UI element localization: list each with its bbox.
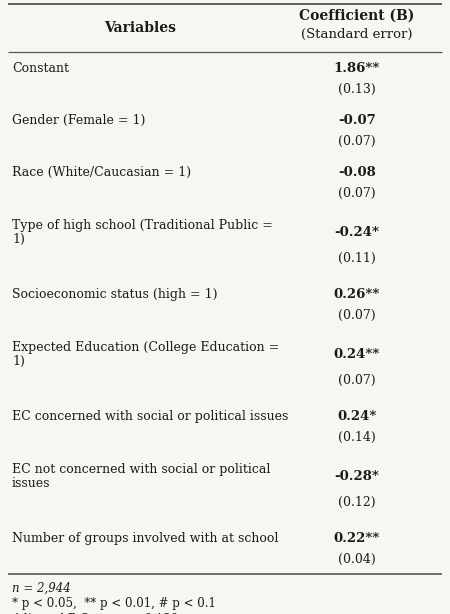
Text: -0.24*: -0.24* [334,226,379,239]
Text: Socioeconomic status (high = 1): Socioeconomic status (high = 1) [12,288,217,301]
Text: (0.14): (0.14) [338,431,376,444]
Text: EC not concerned with social or political: EC not concerned with social or politica… [12,463,270,476]
Text: 0.24**: 0.24** [334,348,380,361]
Text: Expected Education (College Education =: Expected Education (College Education = [12,341,279,354]
Text: (Standard error): (Standard error) [301,28,413,41]
Text: 0.22**: 0.22** [334,532,380,545]
Text: issues: issues [12,477,50,490]
Text: Coefficient (B): Coefficient (B) [299,9,415,23]
Text: (0.07): (0.07) [338,374,376,387]
Text: (0.12): (0.12) [338,496,376,509]
Text: Race (White/Caucasian = 1): Race (White/Caucasian = 1) [12,166,191,179]
Text: (0.13): (0.13) [338,83,376,96]
Text: Type of high school (Traditional Public =: Type of high school (Traditional Public … [12,219,273,232]
Text: 1): 1) [12,355,25,368]
Text: Variables: Variables [104,21,176,35]
Text: 0.26**: 0.26** [334,288,380,301]
Text: -0.08: -0.08 [338,166,376,179]
Text: 1): 1) [12,233,25,246]
Text: n = 2,944: n = 2,944 [12,581,71,594]
Text: (0.04): (0.04) [338,553,376,566]
Text: (0.07): (0.07) [338,309,376,322]
Text: 0.24*: 0.24* [338,410,377,423]
Text: (0.11): (0.11) [338,252,376,265]
Text: (0.07): (0.07) [338,187,376,200]
Text: * p < 0.05,  ** p < 0.01, # p < 0.1: * p < 0.05, ** p < 0.01, # p < 0.1 [12,597,216,610]
Text: -0.28*: -0.28* [334,470,379,483]
Text: 1.86**: 1.86** [334,62,380,75]
Text: EC concerned with social or political issues: EC concerned with social or political is… [12,410,288,423]
Text: -0.07: -0.07 [338,114,376,127]
Text: (0.07): (0.07) [338,135,376,148]
Text: Gender (Female = 1): Gender (Female = 1) [12,114,145,127]
Text: Number of groups involved with at school: Number of groups involved with at school [12,532,279,545]
Text: Constant: Constant [12,62,69,75]
